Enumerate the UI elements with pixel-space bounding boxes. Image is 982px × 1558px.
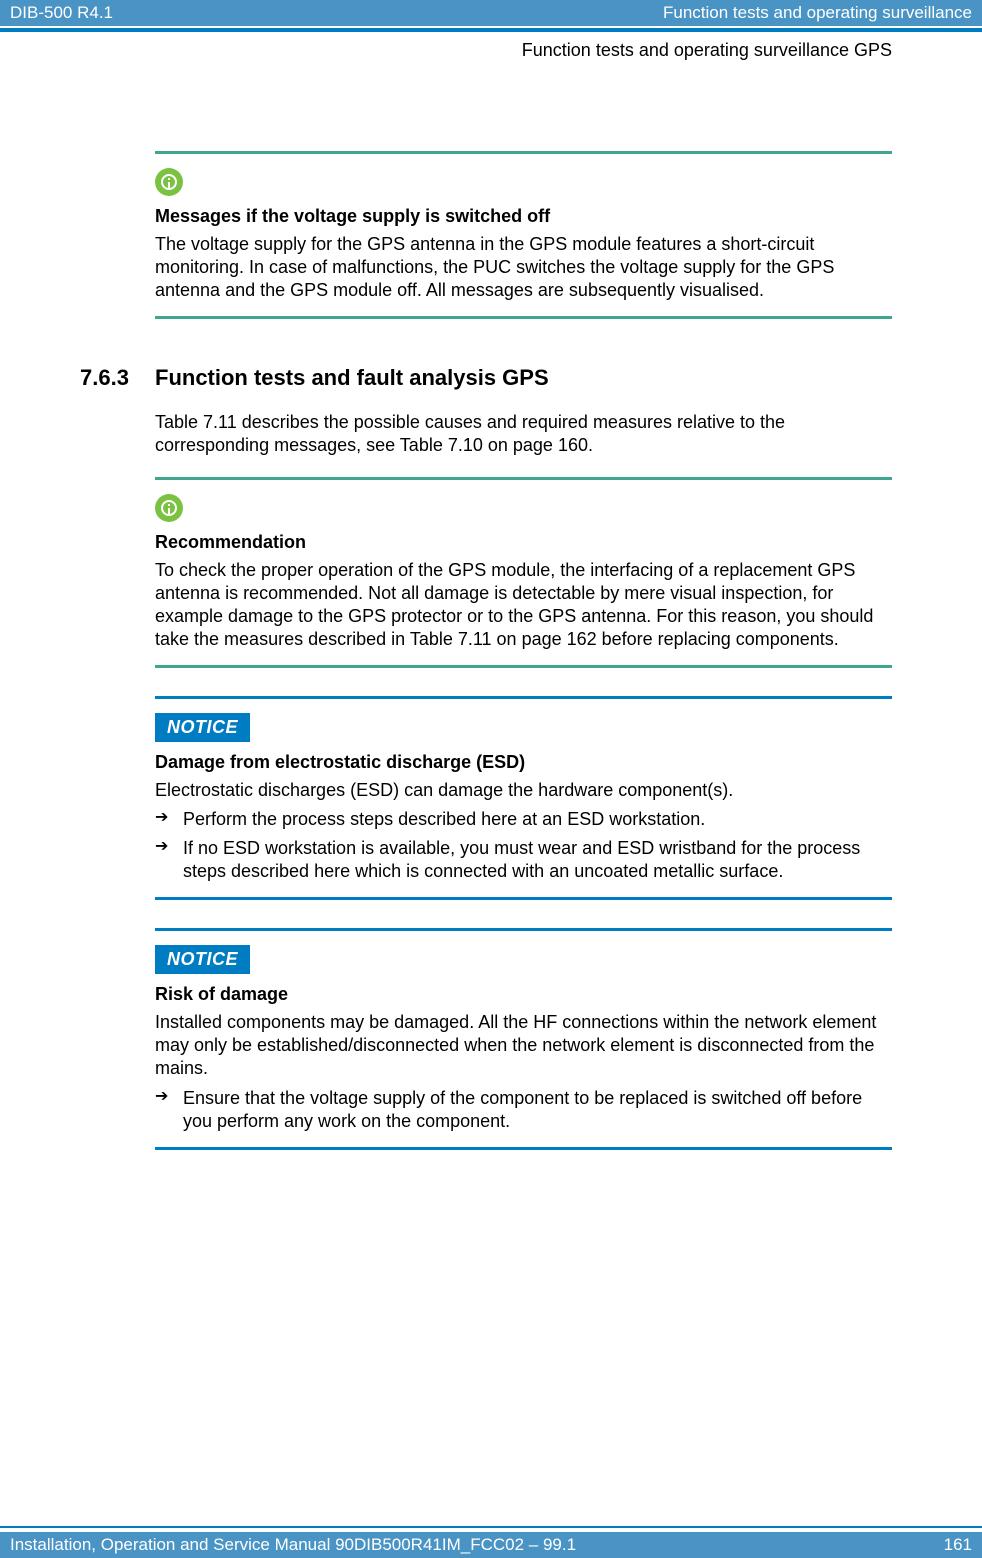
sub-header: Function tests and operating surveillanc… bbox=[0, 32, 982, 61]
info-callout-voltage: Messages if the voltage supply is switch… bbox=[155, 151, 892, 319]
footer-rule bbox=[0, 1526, 982, 1528]
info-icon bbox=[155, 494, 183, 522]
header-right: Function tests and operating surveillanc… bbox=[663, 3, 972, 23]
divider bbox=[155, 665, 892, 668]
notice-body: Installed components may be damaged. All… bbox=[155, 1011, 892, 1080]
divider bbox=[155, 928, 892, 931]
page-footer: Installation, Operation and Service Manu… bbox=[0, 1526, 982, 1558]
info-callout-recommendation: Recommendation To check the proper opera… bbox=[155, 477, 892, 668]
footer-left: Installation, Operation and Service Manu… bbox=[10, 1535, 576, 1555]
notice-callout-risk: NOTICE Risk of damage Installed componen… bbox=[155, 928, 892, 1149]
notice-title: Risk of damage bbox=[155, 984, 892, 1005]
divider bbox=[155, 696, 892, 699]
notice-list: Perform the process steps described here… bbox=[155, 808, 892, 883]
list-item: Perform the process steps described here… bbox=[155, 808, 892, 831]
notice-title: Damage from electrostatic discharge (ESD… bbox=[155, 752, 892, 773]
section-intro: Table 7.11 describes the possible causes… bbox=[155, 411, 892, 457]
info-icon bbox=[155, 168, 183, 196]
info-title: Messages if the voltage supply is switch… bbox=[155, 206, 892, 227]
divider bbox=[155, 1147, 892, 1150]
section-title: Function tests and fault analysis GPS bbox=[155, 365, 549, 391]
info-body: To check the proper operation of the GPS… bbox=[155, 559, 892, 651]
footer-page-number: 161 bbox=[944, 1535, 972, 1555]
page-header: DIB-500 R4.1 Function tests and operatin… bbox=[0, 0, 982, 26]
notice-badge: NOTICE bbox=[155, 945, 250, 974]
info-body: The voltage supply for the GPS antenna i… bbox=[155, 233, 892, 302]
list-item: If no ESD workstation is available, you … bbox=[155, 837, 892, 883]
notice-callout-esd: NOTICE Damage from electrostatic dischar… bbox=[155, 696, 892, 900]
divider bbox=[155, 897, 892, 900]
notice-body: Electrostatic discharges (ESD) can damag… bbox=[155, 779, 892, 802]
divider bbox=[155, 316, 892, 319]
notice-list: Ensure that the voltage supply of the co… bbox=[155, 1087, 892, 1133]
section-number: 7.6.3 bbox=[80, 365, 155, 391]
header-left: DIB-500 R4.1 bbox=[10, 3, 113, 23]
section-heading: 7.6.3 Function tests and fault analysis … bbox=[80, 365, 892, 391]
notice-badge: NOTICE bbox=[155, 713, 250, 742]
list-item: Ensure that the voltage supply of the co… bbox=[155, 1087, 892, 1133]
info-title: Recommendation bbox=[155, 532, 892, 553]
